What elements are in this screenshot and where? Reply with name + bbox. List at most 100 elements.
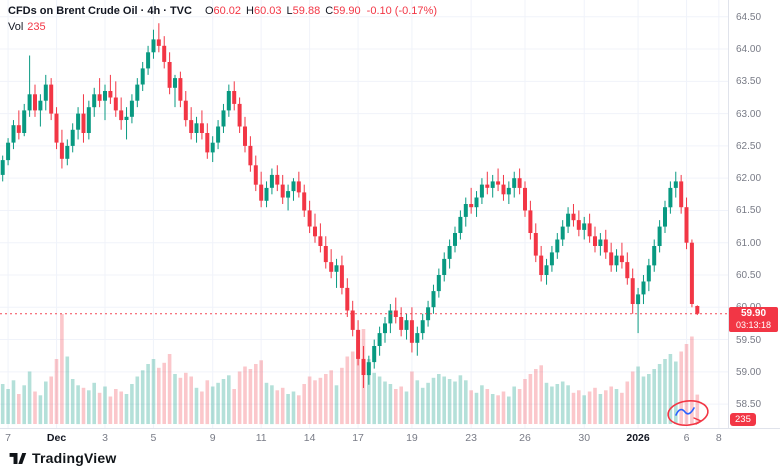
candle bbox=[393, 297, 398, 324]
candle bbox=[329, 249, 334, 279]
candle bbox=[533, 223, 538, 263]
low-label: L bbox=[286, 5, 293, 17]
candle bbox=[178, 71, 183, 108]
candle bbox=[151, 29, 156, 59]
candle bbox=[248, 136, 253, 172]
time-tick-label: 11 bbox=[255, 432, 267, 444]
volume-label[interactable]: Vol bbox=[8, 21, 24, 33]
candle bbox=[129, 94, 134, 124]
price-tick-label: 61.50 bbox=[736, 205, 762, 217]
candle bbox=[113, 81, 118, 117]
chart-svg[interactable] bbox=[0, 0, 728, 428]
candle bbox=[361, 346, 366, 388]
time-axis[interactable]: 7 Dec 3 5 9 11 14 17 19 23 26 30 2026 6 8 bbox=[0, 428, 780, 447]
price-axis[interactable]: 64.50 64.00 63.50 63.00 62.50 62.00 61.50 61.00… bbox=[728, 0, 780, 446]
candle bbox=[103, 84, 107, 121]
high-label: H bbox=[246, 5, 254, 17]
grid-lines bbox=[0, 0, 728, 428]
candle bbox=[167, 52, 172, 95]
candle bbox=[415, 326, 420, 356]
candle bbox=[286, 184, 291, 211]
open-label: O bbox=[204, 5, 214, 17]
tradingview-logo[interactable]: TradingView bbox=[8, 447, 116, 469]
candle bbox=[657, 220, 662, 253]
scribble-annotation[interactable] bbox=[664, 397, 712, 429]
candle bbox=[27, 55, 32, 117]
time-tick-label: 2026 bbox=[626, 432, 650, 444]
time-tick-label: 30 bbox=[578, 432, 591, 444]
candle bbox=[189, 107, 194, 140]
candle bbox=[485, 171, 490, 195]
candle bbox=[345, 278, 350, 317]
candle bbox=[458, 210, 463, 240]
candle bbox=[528, 200, 533, 240]
candle bbox=[673, 171, 678, 198]
close-label: C bbox=[325, 5, 334, 17]
candle bbox=[280, 174, 285, 204]
candle bbox=[566, 207, 571, 234]
candle bbox=[523, 181, 527, 217]
time-tick-label: 23 bbox=[465, 432, 477, 444]
candle bbox=[226, 84, 231, 117]
candle bbox=[173, 74, 177, 108]
candle bbox=[587, 213, 592, 243]
candle bbox=[501, 174, 506, 201]
close-value: 59.90 bbox=[333, 5, 361, 17]
volume-bars bbox=[0, 314, 700, 425]
candle bbox=[356, 320, 361, 366]
candle bbox=[275, 165, 280, 192]
time-tick-label: 6 bbox=[683, 432, 690, 444]
candle bbox=[512, 171, 517, 198]
candle bbox=[146, 45, 151, 75]
candle bbox=[54, 107, 59, 150]
candle bbox=[22, 103, 27, 137]
candle bbox=[232, 81, 237, 111]
candle bbox=[668, 181, 673, 214]
candle bbox=[679, 174, 684, 214]
time-tick-label: 7 bbox=[5, 432, 11, 444]
candle bbox=[199, 110, 204, 140]
candle bbox=[259, 171, 264, 208]
candle bbox=[652, 239, 657, 272]
candle bbox=[33, 84, 37, 117]
price-tick-label: 64.50 bbox=[736, 11, 762, 23]
candles bbox=[0, 23, 700, 388]
candle bbox=[463, 197, 468, 227]
symbol-title[interactable]: CFDs on Brent Crude Oil · 4h · TVC bbox=[8, 5, 192, 17]
candle bbox=[92, 87, 97, 117]
change-value: -0.10 (-0.17%) bbox=[366, 5, 437, 17]
candle bbox=[296, 171, 301, 198]
candle bbox=[517, 168, 522, 195]
candle bbox=[453, 226, 457, 253]
candle bbox=[194, 116, 199, 143]
last-price-value: 59.90 bbox=[740, 307, 767, 319]
candle bbox=[549, 245, 554, 272]
candle bbox=[555, 233, 560, 259]
candle bbox=[43, 74, 48, 111]
candle bbox=[593, 226, 597, 253]
candle bbox=[404, 313, 409, 340]
candle bbox=[264, 181, 269, 208]
candle bbox=[490, 174, 495, 198]
candle bbox=[140, 61, 145, 92]
scribble-blue-stroke bbox=[675, 407, 695, 416]
candle bbox=[420, 313, 425, 340]
brand-name: TradingView bbox=[32, 450, 117, 466]
time-tick-label: 8 bbox=[715, 432, 722, 444]
candle bbox=[81, 94, 86, 143]
candle bbox=[49, 78, 54, 121]
candle bbox=[442, 252, 447, 282]
time-tick-label: Dec bbox=[46, 432, 67, 444]
candle bbox=[350, 300, 355, 337]
candle bbox=[576, 210, 581, 237]
candle bbox=[216, 120, 221, 150]
candle bbox=[684, 197, 689, 250]
candle bbox=[447, 239, 452, 269]
candle bbox=[646, 258, 651, 292]
volume-badge: 235 bbox=[730, 413, 756, 426]
candle bbox=[366, 355, 371, 385]
price-tick-label: 62.50 bbox=[736, 140, 762, 152]
candle bbox=[76, 107, 81, 140]
candle bbox=[560, 220, 565, 246]
candle bbox=[636, 287, 641, 334]
